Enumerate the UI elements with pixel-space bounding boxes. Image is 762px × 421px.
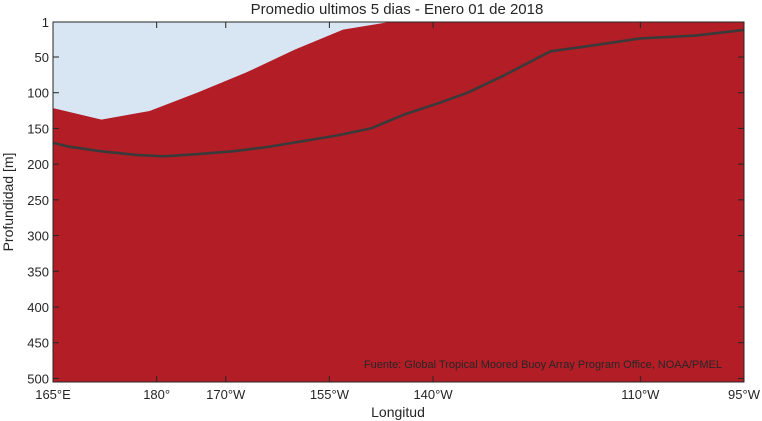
y-tick-label: 350 [27,264,49,279]
source-annotation: Fuente: Global Tropical Moored Buoy Arra… [364,359,722,371]
x-tick-label: 110°W [621,387,660,402]
x-tick-label: 155°W [310,387,350,402]
y-tick-label: 100 [27,86,49,101]
y-tick-label: 200 [27,157,49,172]
x-tick-label: 140°W [413,387,453,402]
chart-title: Promedio ultimos 5 dias - Enero 01 de 20… [251,1,544,18]
x-tick-label: 170°W [206,387,246,402]
contour-band-21 [53,22,744,382]
y-tick-label: 1 [42,15,49,30]
y-axis-label: Profundidad [m] [0,153,16,252]
x-tick-label: 180° [143,387,170,402]
x-tick-label: 95°W [728,387,761,402]
plot-frame [52,21,745,383]
x-tick-label: 165°E [35,387,71,402]
y-tick-label: 50 [35,50,49,65]
y-tick-label: 450 [27,336,49,351]
contour-fill-layer [53,22,744,382]
thermocline-line [53,28,744,158]
y-tick-label: 300 [27,229,49,244]
y-tick-label: 250 [27,193,49,208]
x-axis-ticks: 165°E 180° 170°W 155°W 140°W 110°W 95°W [35,22,761,402]
x-axis-label: Longitud [371,404,425,420]
y-tick-label: 500 [27,371,49,386]
y-tick-label: 400 [27,300,49,315]
y-tick-label: 150 [27,121,49,136]
